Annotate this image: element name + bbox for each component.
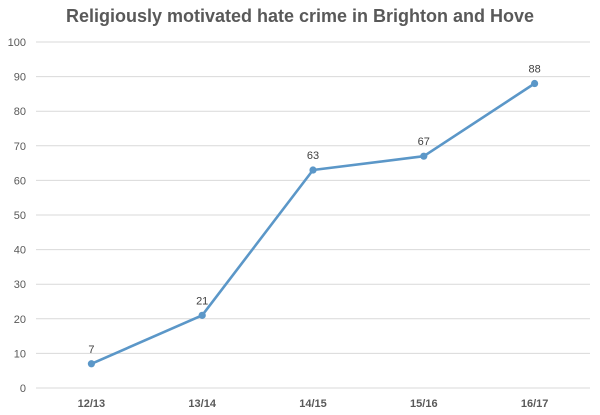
data-label: 63	[307, 150, 319, 162]
y-tick-label: 70	[14, 141, 26, 153]
y-tick-label: 20	[14, 314, 26, 326]
data-point	[420, 152, 428, 160]
y-tick-label: 0	[20, 383, 26, 395]
y-tick-label: 40	[14, 245, 26, 257]
data-point	[309, 166, 317, 174]
data-label: 67	[418, 136, 430, 148]
x-tick-label: 14/15	[299, 398, 327, 410]
data-label: 88	[528, 64, 540, 76]
y-tick-label: 50	[14, 210, 26, 222]
x-tick-label: 13/14	[188, 398, 216, 410]
data-point	[198, 311, 206, 319]
x-tick-label: 15/16	[410, 398, 438, 410]
data-label: 7	[88, 344, 94, 356]
x-tick-label: 12/13	[78, 398, 106, 410]
y-tick-label: 10	[14, 348, 26, 360]
x-tick-label: 16/17	[521, 398, 549, 410]
data-label: 21	[196, 295, 208, 307]
chart-title: Religiously motivated hate crime in Brig…	[65, 6, 535, 26]
y-tick-label: 90	[14, 72, 26, 84]
y-tick-label: 80	[14, 106, 26, 118]
series-line	[90, 82, 536, 366]
data-point	[87, 360, 95, 368]
y-tick-label: 60	[14, 175, 26, 187]
y-tick-label: 100	[8, 37, 26, 49]
y-tick-label: 30	[14, 279, 26, 291]
data-point	[531, 79, 539, 88]
